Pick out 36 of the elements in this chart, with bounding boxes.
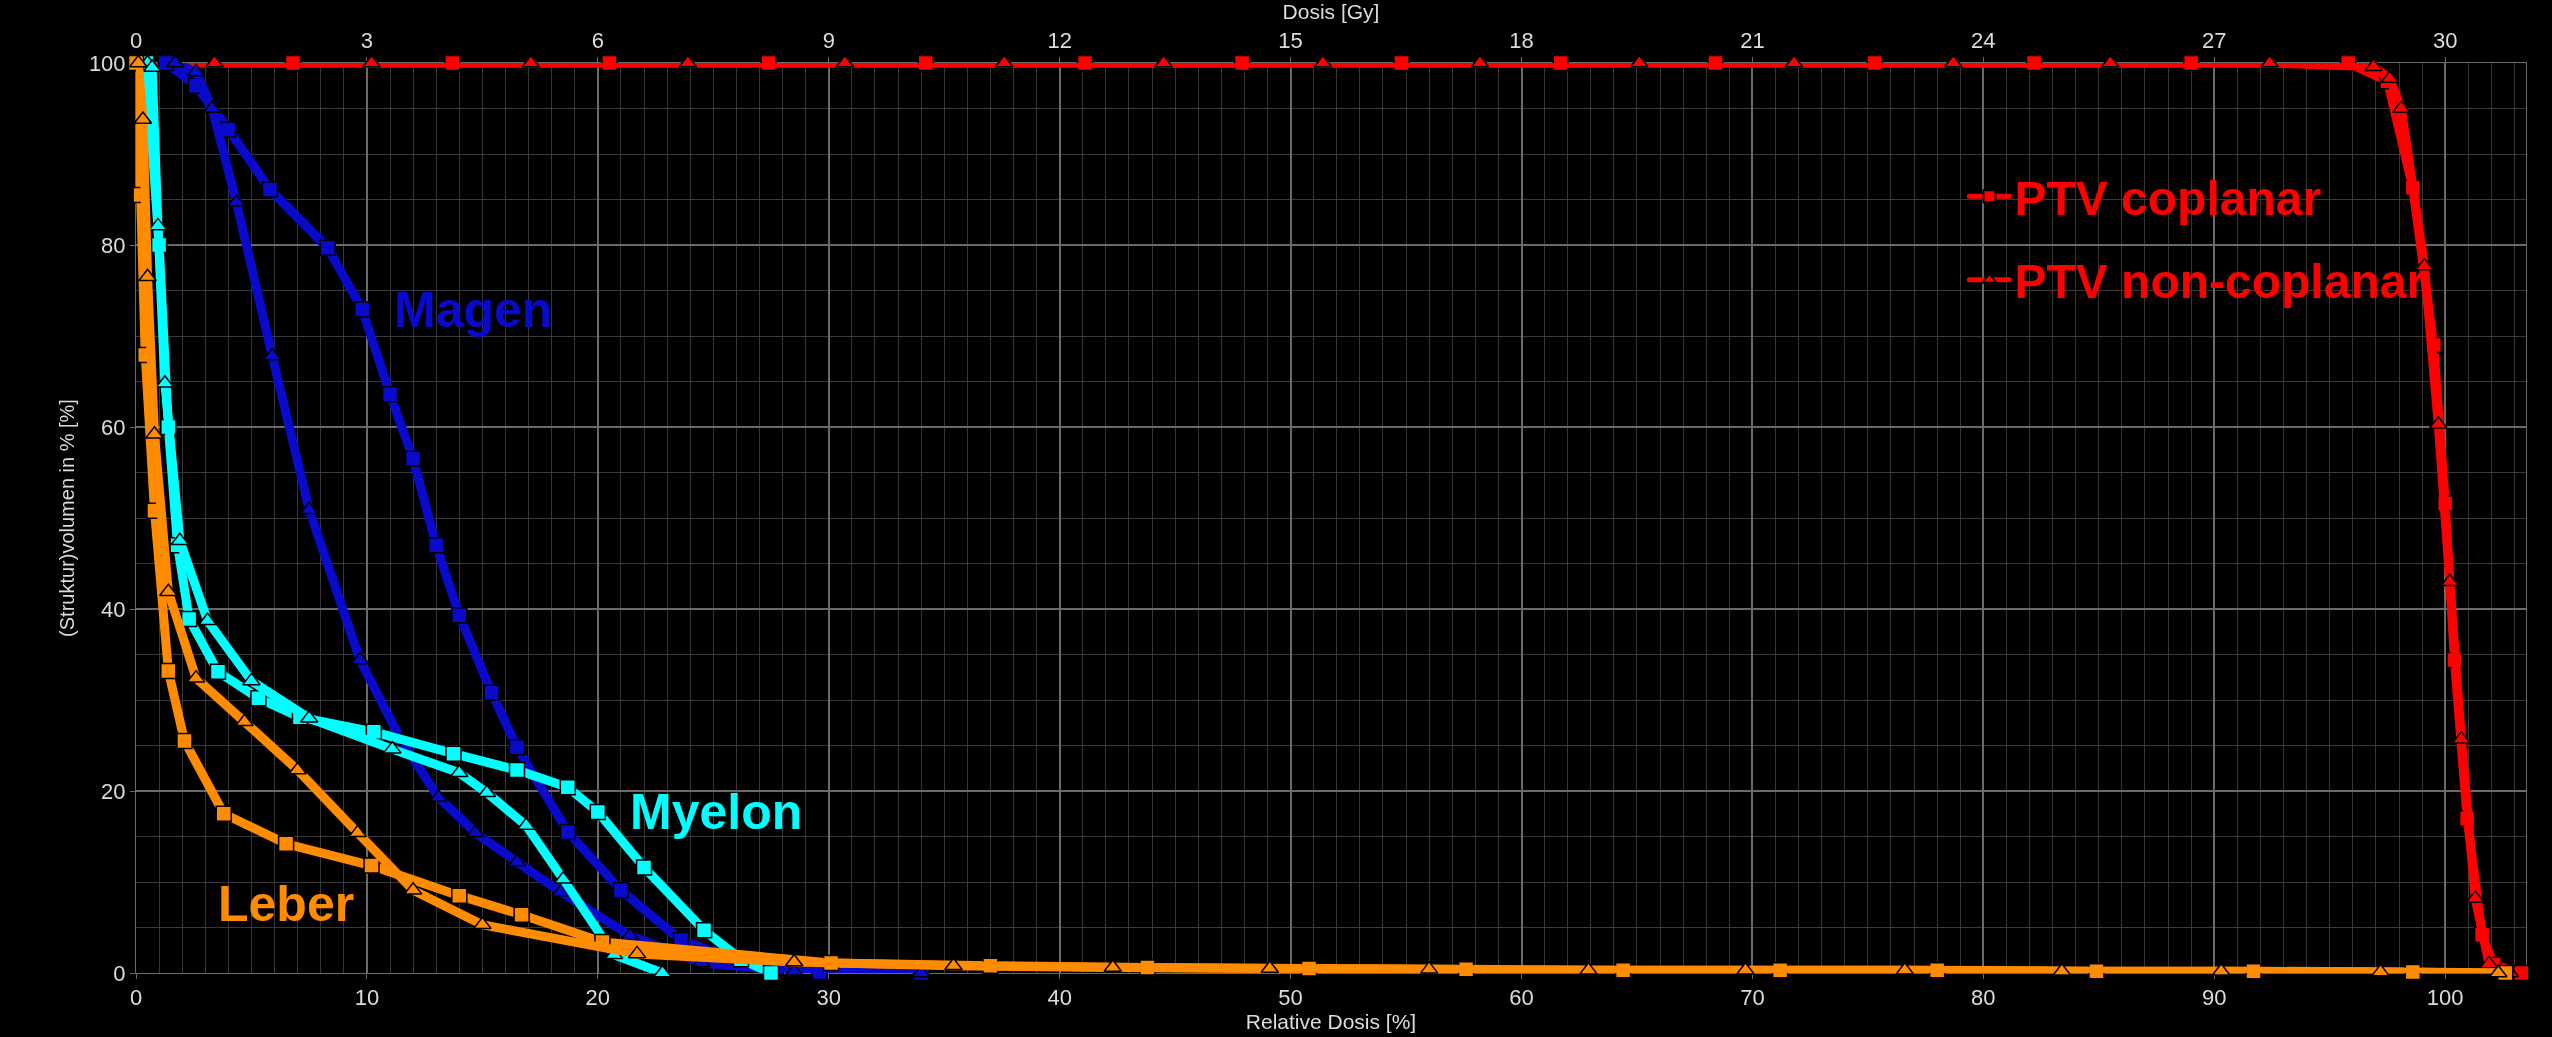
annotation: Magen	[394, 282, 553, 338]
x-tick-label: 100	[2426, 985, 2464, 1011]
x2-tick-label: 18	[1509, 28, 1534, 54]
x2-tick-label: 3	[360, 28, 374, 54]
x-tick-label: 70	[1740, 985, 1765, 1011]
x2-tick-label: 27	[2202, 28, 2227, 54]
x2-tick-label: 6	[591, 28, 604, 54]
y-tick-label: 100	[88, 50, 126, 76]
x-tick-label: 80	[1971, 985, 1996, 1011]
x2-tick-label: 9	[822, 28, 835, 54]
y-tick-label: 0	[113, 960, 126, 986]
x-tick-label: 60	[1509, 985, 1534, 1011]
x2-axis-title: Dosis [Gy]	[1282, 0, 1380, 24]
y-tick-label: 60	[101, 414, 126, 440]
x-tick-label: 10	[354, 985, 380, 1011]
legend-label: PTV non-coplanar	[2014, 255, 2426, 309]
annotation: Leber	[218, 876, 355, 932]
x2-tick-label: 12	[1047, 28, 1072, 54]
x2-tick-label: 30	[2432, 28, 2458, 54]
x-axis-title: Relative Dosis [%]	[1245, 1010, 1417, 1034]
x2-tick-label: 15	[1278, 28, 1303, 54]
annotation: Myelon	[630, 784, 803, 840]
x-tick-label: 90	[2202, 985, 2227, 1011]
legend-label: PTV coplanar	[2014, 171, 2322, 225]
y-tick-label: 20	[101, 778, 126, 804]
x-tick-label: 20	[585, 985, 611, 1011]
x-tick-label: 0	[129, 985, 143, 1011]
y-tick-label: 40	[101, 596, 126, 622]
y-axis-title: (Struktur)volumen in % [%]	[56, 399, 79, 637]
y-tick-label: 80	[101, 232, 126, 258]
x2-tick-label: 21	[1740, 28, 1765, 54]
x-tick-label: 40	[1047, 985, 1072, 1011]
x2-tick-label: 0	[129, 28, 143, 54]
x-tick-label: 30	[816, 985, 841, 1011]
x2-tick-label: 24	[1971, 28, 1996, 54]
x-tick-label: 50	[1278, 985, 1303, 1011]
